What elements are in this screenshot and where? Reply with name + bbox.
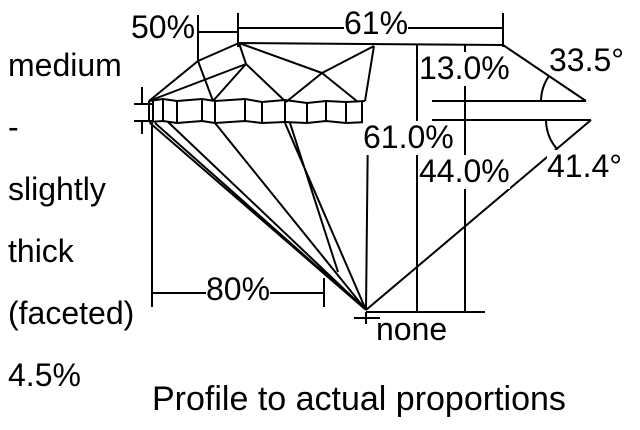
crown-facet-lines [148,42,375,103]
girdle-line-3: slightly [8,171,106,207]
girdle-facet-divisions [152,99,363,123]
table-size-label: 61% [344,5,409,41]
star-length-label: 50% [131,9,196,45]
culet-label: none [376,311,448,347]
pavilion-facet-lines [149,119,592,311]
girdle-description: medium - slightly thick (faceted) 4.5% [8,47,135,393]
diagram-caption: Profile to actual proportions [152,380,566,418]
lower-girdle-length-label: 80% [206,271,271,307]
crown-angle-label: 33.5° [549,42,625,78]
girdle-edges [148,97,369,125]
girdle-line-5: (faceted) [8,295,135,331]
girdle-line-6: 4.5% [8,357,81,393]
girdle-line-2: - [8,109,19,145]
pavilion-angle-label: 41.4° [547,148,623,184]
crown-height-label: 13.0% [419,50,510,86]
girdle-line-1: medium [8,47,122,83]
angle-arcs [540,75,558,150]
total-depth-label: 61.0% [363,119,454,155]
girdle-line-4: thick [8,233,74,269]
pavilion-depth-label: 44.0% [419,153,510,189]
